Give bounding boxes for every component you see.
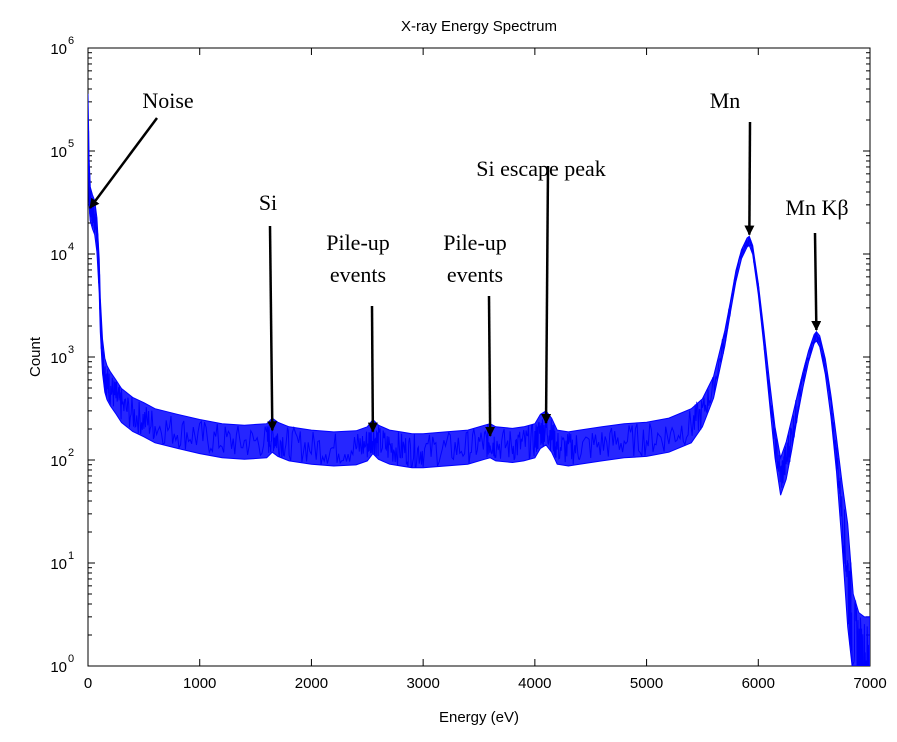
annotation-label: events [447, 262, 503, 287]
y-tick-base: 10 [50, 556, 67, 573]
annotation-label: Si [259, 190, 277, 215]
y-tick-base: 10 [50, 350, 67, 367]
annotation-arrow [541, 165, 552, 424]
y-tick-base: 10 [50, 453, 67, 470]
y-tick-label: 10 6 [50, 35, 74, 58]
annotation-label: Noise [142, 88, 193, 113]
y-axis-label: Count [27, 336, 44, 377]
annotation: Mn [710, 88, 755, 236]
annotation-label: Mn [710, 88, 741, 113]
annotation-label: Mn Kβ [785, 195, 848, 220]
annotation-arrow [367, 305, 378, 433]
annotation-arrow [485, 295, 496, 437]
annotation: Si escape peak [476, 156, 606, 424]
annotation-label: Pile-up [443, 230, 507, 255]
annotation-arrow [811, 232, 822, 331]
annotation-arrow [267, 225, 278, 432]
y-tick-exponent: 6 [68, 35, 74, 47]
annotation: Pile-up events [443, 230, 507, 437]
x-axis-label: Energy (eV) [439, 709, 519, 726]
annotation-label: Si escape peak [476, 156, 606, 181]
series-line [88, 118, 870, 666]
x-tick-label: 6000 [742, 675, 775, 692]
x-tick-label: 2000 [295, 675, 328, 692]
annotation-label: events [330, 262, 386, 287]
x-tick-label: 0 [84, 675, 92, 692]
y-tick-base: 10 [50, 41, 67, 58]
annotation: Si [259, 190, 278, 432]
y-tick-label: 10 4 [50, 241, 74, 264]
annotations: Noise Si Pile-up events Pile-up events Si esca… [88, 88, 849, 437]
annotation-arrow [88, 117, 159, 209]
y-tick-label: 10 3 [50, 344, 74, 367]
y-tick-exponent: 0 [68, 653, 74, 665]
annotation: Pile-up events [326, 230, 390, 433]
y-tick-label: 10 2 [50, 447, 74, 470]
plot-area [87, 47, 871, 667]
y-tick-exponent: 4 [68, 241, 74, 253]
x-tick-labels: 0 1000 2000 3000 4000 5000 6000 7000 [84, 675, 887, 692]
annotation: Mn Kβ [785, 195, 849, 331]
annotation-arrow [744, 121, 755, 236]
y-tick-label: 10 1 [50, 550, 74, 573]
annotation: Noise [88, 88, 194, 209]
y-tick-base: 10 [50, 247, 67, 264]
y-tick-label: 10 0 [50, 653, 74, 676]
plot-frame [87, 47, 871, 667]
y-tick-exponent: 5 [68, 138, 74, 150]
y-tick-exponent: 3 [68, 344, 74, 356]
y-tick-exponent: 1 [68, 550, 74, 562]
x-tick-label: 5000 [630, 675, 663, 692]
y-tick-base: 10 [50, 659, 67, 676]
annotation-label: Pile-up [326, 230, 390, 255]
axis-ticks [87, 47, 871, 667]
x-tick-label: 7000 [853, 675, 886, 692]
x-tick-label: 3000 [406, 675, 439, 692]
x-tick-label: 1000 [183, 675, 216, 692]
y-tick-base: 10 [50, 144, 67, 161]
y-tick-exponent: 2 [68, 447, 74, 459]
chart-title: X-ray Energy Spectrum [401, 18, 557, 35]
x-tick-label: 4000 [518, 675, 551, 692]
y-tick-label: 10 5 [50, 138, 74, 161]
